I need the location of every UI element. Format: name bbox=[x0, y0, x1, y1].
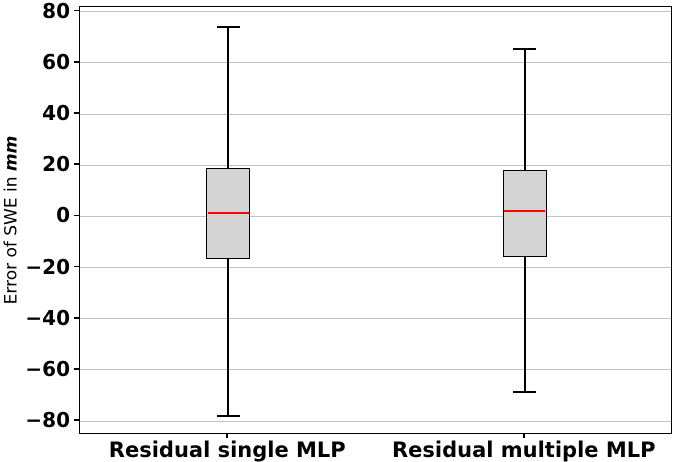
y-tick-mark bbox=[74, 368, 79, 370]
y-tick-label: 20 bbox=[42, 152, 70, 177]
y-axis-label-prefix: Error of SWE in bbox=[1, 171, 21, 305]
gridline bbox=[80, 267, 671, 269]
x-tick-label: Residual single MLP bbox=[108, 438, 346, 462]
y-tick-label: −80 bbox=[25, 408, 70, 433]
y-tick-label: 40 bbox=[42, 101, 70, 125]
whisker-lower-stem bbox=[523, 256, 526, 393]
gridline bbox=[80, 113, 671, 115]
x-tick-label: Residual multiple MLP bbox=[392, 438, 656, 462]
y-tick-mark bbox=[74, 265, 79, 268]
y-tick-label: −20 bbox=[25, 254, 70, 279]
whisker-upper-stem bbox=[523, 48, 526, 170]
gridline bbox=[80, 62, 671, 64]
y-tick-label: −40 bbox=[25, 305, 70, 330]
y-tick-mark bbox=[74, 419, 79, 421]
y-tick-mark bbox=[74, 61, 79, 63]
plot-area bbox=[79, 6, 672, 434]
whisker-lower-cap bbox=[513, 391, 537, 394]
median-line bbox=[504, 210, 546, 213]
y-tick-label: 0 bbox=[56, 203, 70, 228]
whisker-upper-cap bbox=[216, 26, 240, 28]
gridline bbox=[80, 369, 671, 371]
gridline bbox=[80, 215, 671, 217]
y-tick-label: −60 bbox=[25, 356, 70, 381]
y-tick-label: 80 bbox=[42, 0, 70, 23]
y-tick-label: 60 bbox=[42, 49, 70, 74]
median-line bbox=[207, 212, 249, 215]
x-tick-mark bbox=[226, 434, 229, 438]
gridline bbox=[80, 318, 671, 320]
x-tick-mark bbox=[522, 434, 525, 438]
y-tick-mark bbox=[74, 9, 79, 12]
whisker-upper-cap bbox=[513, 47, 537, 50]
box bbox=[502, 169, 547, 257]
y-tick-mark bbox=[74, 214, 79, 217]
whisker-lower-stem bbox=[227, 259, 230, 417]
whisker-lower-cap bbox=[216, 415, 240, 417]
y-tick-mark bbox=[74, 163, 79, 165]
whisker-upper-stem bbox=[227, 26, 230, 169]
gridline bbox=[80, 420, 671, 422]
gridline bbox=[80, 11, 671, 13]
y-tick-mark bbox=[74, 112, 79, 114]
gridline bbox=[80, 164, 671, 166]
y-tick-mark bbox=[74, 316, 79, 319]
